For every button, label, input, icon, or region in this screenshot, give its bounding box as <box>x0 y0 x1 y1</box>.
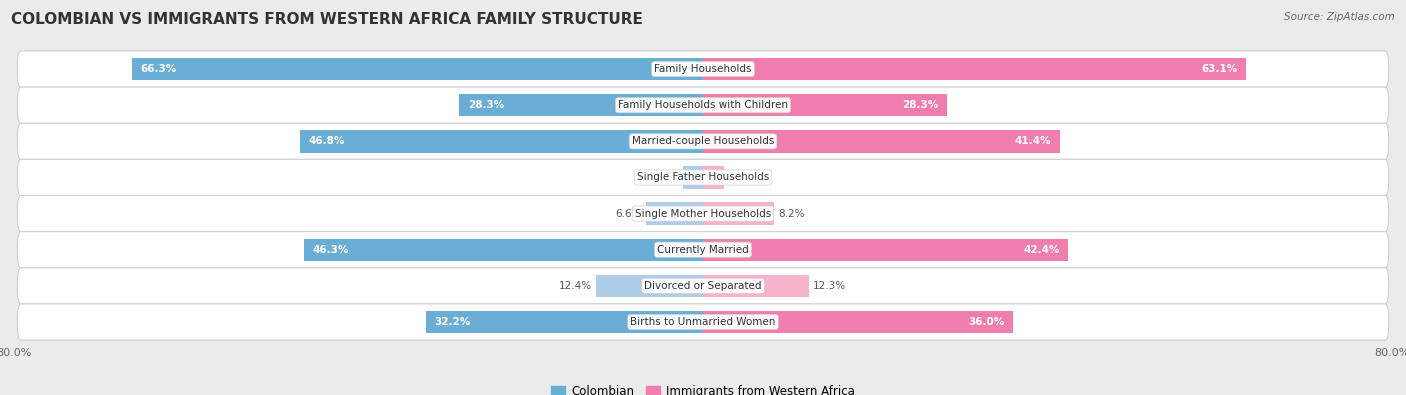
Bar <box>703 94 946 117</box>
Text: COLOMBIAN VS IMMIGRANTS FROM WESTERN AFRICA FAMILY STRUCTURE: COLOMBIAN VS IMMIGRANTS FROM WESTERN AFR… <box>11 12 643 27</box>
Text: 63.1%: 63.1% <box>1202 64 1237 74</box>
Text: 41.4%: 41.4% <box>1014 136 1050 146</box>
Text: 28.3%: 28.3% <box>468 100 505 110</box>
Text: 32.2%: 32.2% <box>434 317 471 327</box>
Text: 2.4%: 2.4% <box>728 173 755 182</box>
Bar <box>596 275 703 297</box>
FancyBboxPatch shape <box>17 231 1389 268</box>
Bar <box>703 58 1246 80</box>
Legend: Colombian, Immigrants from Western Africa: Colombian, Immigrants from Western Afric… <box>547 380 859 395</box>
FancyBboxPatch shape <box>17 87 1389 123</box>
Text: 36.0%: 36.0% <box>969 317 1004 327</box>
Bar <box>703 311 1012 333</box>
Text: Family Households with Children: Family Households with Children <box>619 100 787 110</box>
Text: Divorced or Separated: Divorced or Separated <box>644 281 762 291</box>
Bar <box>647 202 703 225</box>
Bar <box>299 130 703 152</box>
Text: Married-couple Households: Married-couple Households <box>631 136 775 146</box>
Bar <box>460 94 703 117</box>
Text: Births to Unmarried Women: Births to Unmarried Women <box>630 317 776 327</box>
Text: Single Father Households: Single Father Households <box>637 173 769 182</box>
Bar <box>304 239 703 261</box>
Text: 28.3%: 28.3% <box>901 100 938 110</box>
Text: 46.8%: 46.8% <box>308 136 344 146</box>
Text: 42.4%: 42.4% <box>1024 245 1060 255</box>
Bar <box>703 202 773 225</box>
Text: 12.3%: 12.3% <box>813 281 846 291</box>
Bar <box>703 130 1060 152</box>
FancyBboxPatch shape <box>17 196 1389 231</box>
Bar <box>132 58 703 80</box>
FancyBboxPatch shape <box>17 268 1389 304</box>
Bar <box>683 166 703 189</box>
Text: Single Mother Households: Single Mother Households <box>636 209 770 218</box>
FancyBboxPatch shape <box>17 160 1389 196</box>
Text: 6.6%: 6.6% <box>616 209 643 218</box>
Text: 66.3%: 66.3% <box>141 64 177 74</box>
Text: Source: ZipAtlas.com: Source: ZipAtlas.com <box>1284 12 1395 22</box>
FancyBboxPatch shape <box>17 51 1389 87</box>
Text: Currently Married: Currently Married <box>657 245 749 255</box>
Bar <box>703 166 724 189</box>
Bar <box>426 311 703 333</box>
FancyBboxPatch shape <box>17 304 1389 340</box>
Text: 8.2%: 8.2% <box>778 209 804 218</box>
FancyBboxPatch shape <box>17 123 1389 160</box>
Text: 2.3%: 2.3% <box>652 173 679 182</box>
Bar <box>703 239 1069 261</box>
Bar <box>703 275 808 297</box>
Text: 46.3%: 46.3% <box>314 245 349 255</box>
Text: Family Households: Family Households <box>654 64 752 74</box>
Text: 12.4%: 12.4% <box>558 281 592 291</box>
